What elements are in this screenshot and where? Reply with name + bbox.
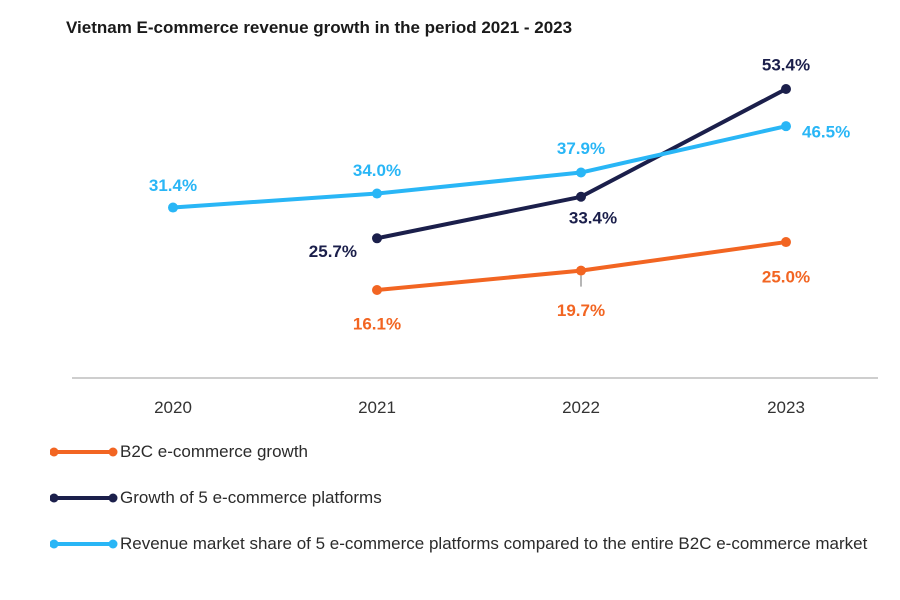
point-platforms-2023: [781, 83, 791, 94]
point-share-2021: [372, 188, 382, 199]
legend-item-platforms: Growth of 5 e-commerce platforms: [50, 486, 870, 509]
point-platforms-2022: [576, 191, 586, 202]
data-label-platforms-2023: 53.4%: [762, 55, 810, 74]
point-platforms-2021: [372, 233, 382, 244]
legend: B2C e-commerce growth Growth of 5 e-comm…: [50, 440, 870, 555]
data-label-share-2021: 34.0%: [353, 161, 401, 180]
point-share-2023: [781, 121, 791, 132]
legend-label-platforms: Growth of 5 e-commerce platforms: [120, 488, 382, 507]
data-label-share-2022: 37.9%: [557, 139, 605, 158]
data-label-b2c-2023: 25.0%: [762, 268, 810, 287]
legend-item-share: Revenue market share of 5 e-commerce pla…: [50, 532, 870, 555]
x-tick-label-2020: 2020: [154, 398, 192, 417]
legend-swatch-share: [50, 532, 120, 555]
legend-marker-b2c: [50, 447, 118, 457]
legend-swatch-platforms: [50, 486, 120, 509]
legend-swatch-b2c: [50, 440, 120, 463]
point-b2c-2023: [781, 237, 791, 248]
point-b2c-2022: [576, 265, 586, 276]
point-share-2020: [168, 202, 178, 213]
data-label-b2c-2022: 19.7%: [557, 301, 605, 320]
legend-label-share: Revenue market share of 5 e-commerce pla…: [120, 534, 868, 553]
legend-marker-platforms: [50, 493, 118, 503]
x-tick-label-2022: 2022: [562, 398, 600, 417]
legend-item-b2c: B2C e-commerce growth: [50, 440, 870, 463]
data-label-share-2023: 46.5%: [802, 123, 850, 142]
chart-title: Vietnam E-commerce revenue growth in the…: [66, 18, 573, 37]
x-tick-label-2023: 2023: [767, 398, 805, 417]
x-tick-label-2021: 2021: [358, 398, 396, 417]
legend-marker-share: [50, 539, 118, 549]
point-share-2022: [576, 167, 586, 178]
data-label-b2c-2021: 16.1%: [353, 315, 401, 334]
point-b2c-2021: [372, 285, 382, 296]
legend-label-b2c: B2C e-commerce growth: [120, 442, 309, 461]
data-label-share-2020: 31.4%: [149, 176, 197, 195]
series-line-share: [171, 124, 788, 210]
plot-area: 2020 2021 2022 2023 16.1% 19.7% 25.0% 25.7% 33.4…: [72, 55, 878, 417]
data-label-platforms-2021: 25.7%: [309, 242, 357, 261]
data-label-platforms-2022: 33.4%: [569, 208, 617, 227]
